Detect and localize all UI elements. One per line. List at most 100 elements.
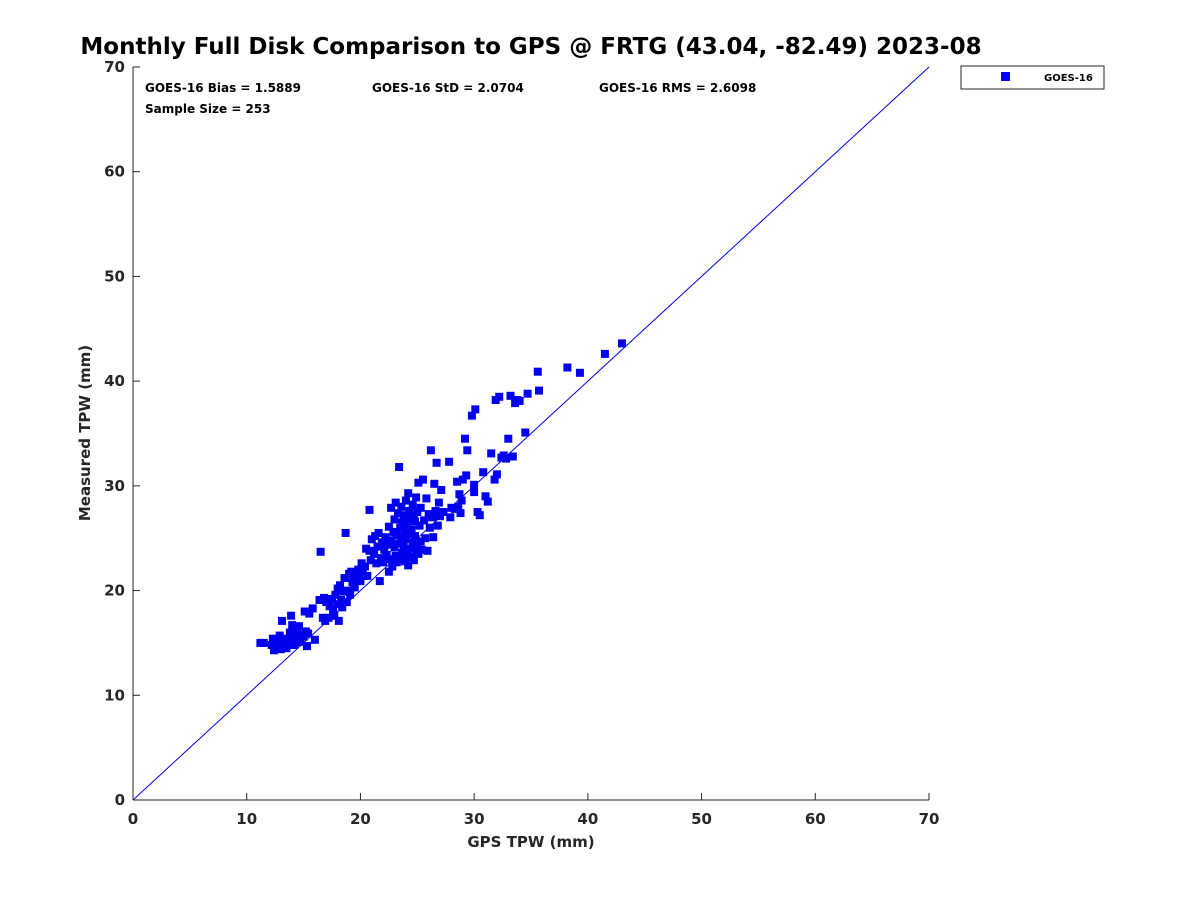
chart-title: Monthly Full Disk Comparison to GPS @ FR… [80,34,981,60]
data-point [387,536,396,545]
data-point [425,523,434,532]
data-point [375,577,384,586]
data-point [390,543,399,552]
data-point [446,513,455,522]
data-point [457,496,466,505]
data-point [401,535,410,544]
data-point [288,621,297,630]
data-point [445,457,454,466]
data-point [337,596,346,604]
data-point [331,590,340,599]
data-point [292,626,301,635]
data-point [458,475,467,484]
data-point [398,518,407,527]
data-point [428,513,437,522]
data-point [437,486,446,494]
data-point [421,534,430,543]
data-point [600,349,609,358]
data-point [340,574,349,582]
data-point [390,515,399,524]
data-point [348,578,357,587]
rms-stat: GOES-16 RMS = 2.6098 [599,81,756,95]
data-point [413,508,422,516]
data-point [414,549,423,558]
data-point [370,549,379,558]
data-point [384,567,393,576]
data-point [328,594,336,603]
data-point [284,636,293,645]
legend-label-goes16: GOES-16 [1044,73,1093,84]
data-point [403,520,412,529]
data-point [481,492,490,501]
data-point [379,558,388,567]
data-point [535,386,543,395]
data-point [397,533,406,542]
data-point [275,631,284,640]
data-point [305,609,314,618]
data-point [280,640,289,648]
y-tick-label: 60 [104,163,125,181]
x-tick-label: 40 [577,810,598,828]
data-point [396,523,405,532]
data-point [303,642,311,651]
y-axis-label: Measured TPW (mm) [76,345,94,521]
sample-size-stat: Sample Size = 253 [145,102,271,116]
data-point [416,537,425,546]
data-point [407,525,416,534]
data-point [502,454,510,463]
data-point [289,633,298,642]
data-point [399,511,408,520]
data-point [431,507,440,515]
data-point [475,511,484,520]
data-point [304,629,313,638]
data-point [346,590,355,599]
legend-marker [1001,72,1010,81]
y-axis-ticks: 0 10 20 30 40 50 60 70 [104,58,140,809]
data-point [347,567,356,576]
data-point [358,566,367,575]
data-point [333,600,342,609]
data-point [456,509,465,518]
data-point [495,392,504,401]
data-point [462,471,471,480]
data-point [397,502,406,511]
std-stat: GOES-16 StD = 2.0704 [372,81,524,95]
data-point [400,557,409,566]
data-point [365,505,374,514]
bias-stat: GOES-16 Bias = 1.5889 [145,81,301,95]
data-point [372,559,381,568]
data-point [405,530,414,538]
x-tick-label: 30 [464,810,485,828]
legend: GOES-16 [960,65,1105,90]
data-point [479,468,488,477]
data-point [461,434,469,443]
data-point [406,544,415,553]
x-axis-ticks: 0 10 20 30 40 50 60 70 [128,793,940,828]
x-tick-label: 70 [919,810,940,828]
data-point [416,503,425,512]
data-point [270,646,278,655]
data-point [470,480,479,489]
data-point [296,637,305,646]
data-point [434,498,443,507]
data-point [381,533,390,542]
data-point [324,613,333,622]
data-point [330,611,339,620]
data-point [415,521,424,530]
x-tick-label: 0 [128,810,138,828]
data-point [290,641,299,649]
x-tick-label: 50 [691,810,712,828]
data-point [259,638,268,647]
data-point [412,493,421,502]
data-point [400,526,409,535]
data-point [299,632,308,641]
data-point [404,489,413,498]
y-tick-label: 30 [104,477,125,495]
one-to-one-reference-line [132,66,930,801]
data-point [310,635,319,644]
data-point [417,545,426,554]
data-point [285,628,294,637]
data-point [366,556,375,565]
data-point [429,533,438,542]
